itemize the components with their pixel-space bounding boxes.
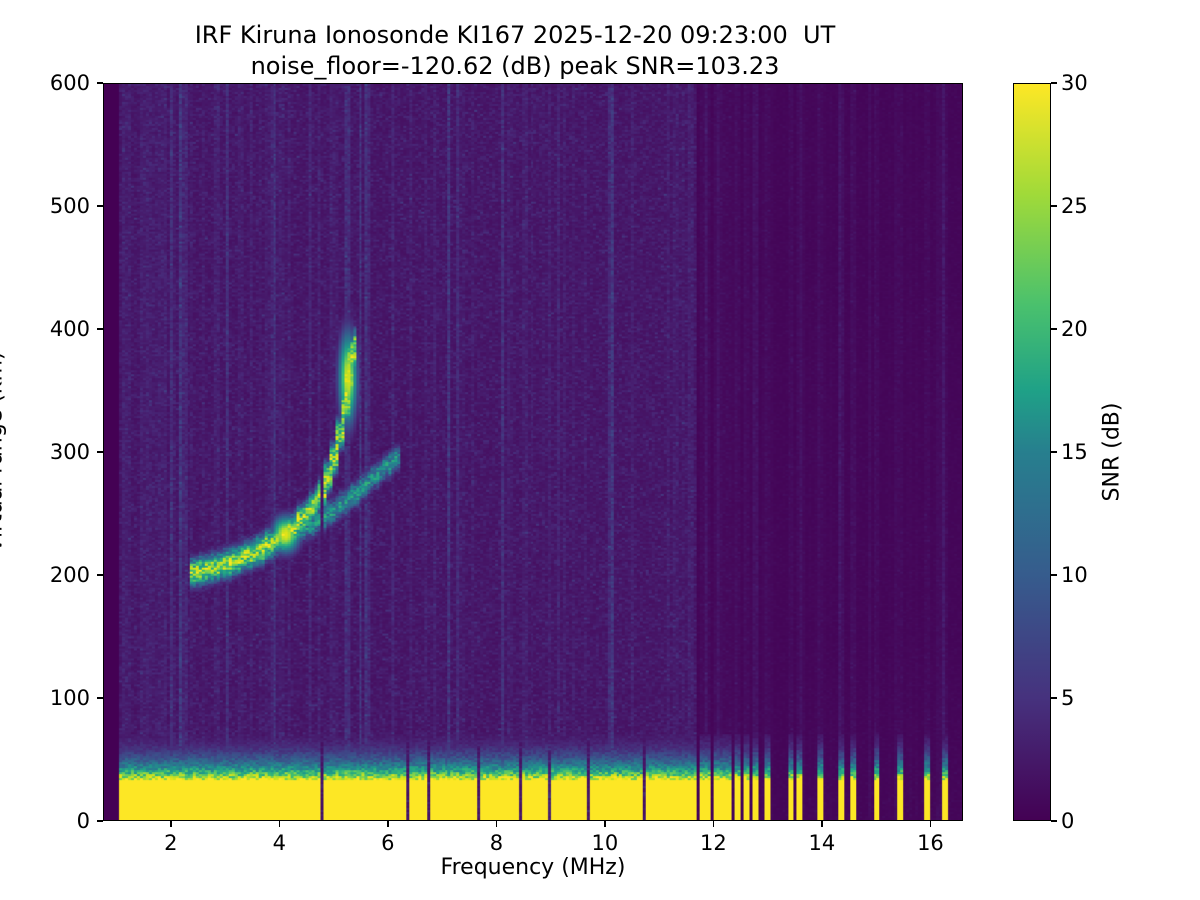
colorbar-tick-mark — [1051, 328, 1057, 330]
y-tick-label: 200 — [49, 563, 90, 587]
colorbar-tick-label: 20 — [1061, 317, 1088, 341]
colorbar-tick-label: 30 — [1061, 71, 1088, 95]
title-line-2: noise_floor=-120.62 (dB) peak SNR=103.23 — [250, 51, 780, 80]
x-tick-label: 12 — [700, 831, 727, 855]
y-tick-mark — [97, 328, 103, 330]
colorbar-tick-mark — [1051, 574, 1057, 576]
colorbar-tick-label: 0 — [1061, 809, 1075, 833]
colorbar-tick-label: 10 — [1061, 563, 1088, 587]
x-tick-label: 16 — [917, 831, 944, 855]
colorbar-tick-mark — [1051, 451, 1057, 453]
y-tick-label: 400 — [49, 317, 90, 341]
x-tick-mark — [821, 821, 823, 827]
ionogram-heatmap — [104, 84, 962, 820]
colorbar-tick-label: 15 — [1061, 440, 1088, 464]
colorbar-tick-mark — [1051, 82, 1057, 84]
x-tick-label: 14 — [808, 831, 836, 855]
x-tick-label: 2 — [164, 831, 178, 855]
x-tick-mark — [387, 821, 389, 827]
x-tick-mark — [604, 821, 606, 827]
colorbar-label: SNR (dB) — [1099, 402, 1125, 502]
chart-title: IRF Kiruna Ionosonde KI167 2025-12-20 09… — [0, 20, 1030, 81]
x-tick-label: 4 — [272, 831, 287, 855]
x-tick-label: 6 — [381, 831, 395, 855]
x-axis-label: Frequency (MHz) — [440, 855, 626, 880]
y-tick-mark — [97, 205, 103, 207]
x-tick-mark — [278, 821, 281, 827]
y-tick-label: 300 — [49, 440, 90, 464]
y-tick-label: 100 — [49, 686, 90, 710]
colorbar-tick-label: 25 — [1061, 194, 1088, 218]
colorbar-tick-label: 5 — [1061, 686, 1075, 710]
y-tick-label: 500 — [49, 194, 90, 218]
x-tick-mark — [929, 821, 932, 827]
y-tick-mark — [97, 697, 103, 699]
plot-area — [103, 83, 963, 821]
y-tick-label: 600 — [49, 71, 90, 95]
y-tick-mark — [97, 820, 103, 822]
title-line-1: IRF Kiruna Ionosonde KI167 2025-12-20 09… — [194, 21, 836, 49]
colorbar-tick-mark — [1051, 205, 1057, 207]
y-tick-mark — [97, 451, 103, 453]
x-tick-mark — [712, 821, 715, 827]
y-tick-mark — [97, 82, 103, 84]
y-tick-mark — [97, 574, 103, 576]
y-axis-label: Virtual range (km) — [0, 351, 8, 553]
colorbar — [1013, 83, 1051, 821]
x-tick-mark — [495, 821, 498, 827]
colorbar-tick-mark — [1051, 697, 1057, 699]
x-tick-label: 8 — [489, 831, 504, 855]
x-tick-mark — [170, 821, 172, 827]
x-tick-label: 10 — [591, 831, 619, 855]
colorbar-tick-mark — [1051, 820, 1057, 822]
y-tick-label: 0 — [76, 809, 90, 833]
